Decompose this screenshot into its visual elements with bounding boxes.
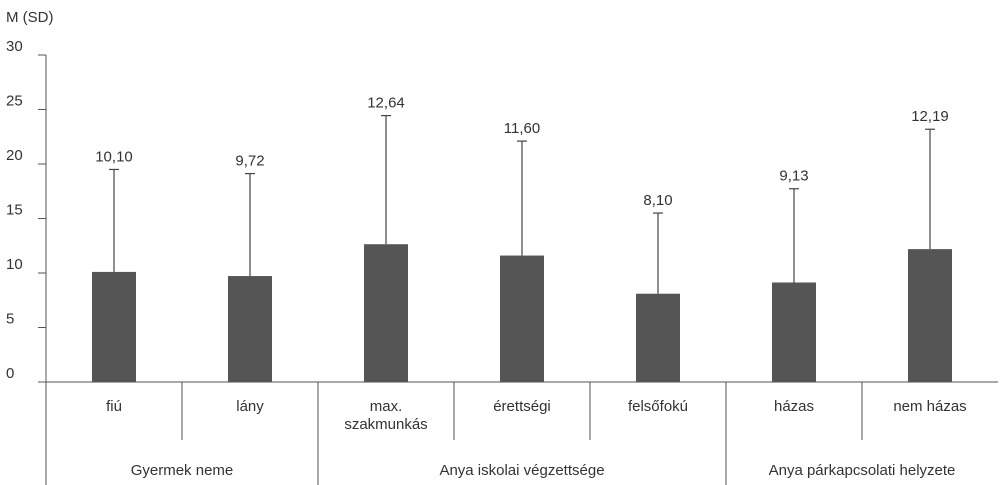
data-label: 12,64 xyxy=(367,95,405,112)
y-tick-label: 25 xyxy=(6,93,23,110)
data-label: 11,60 xyxy=(504,120,540,137)
data-label: 10,10 xyxy=(95,148,133,165)
bar xyxy=(228,276,272,382)
bar xyxy=(92,271,136,382)
x-axis: fiú lány max. szakmunkás érettségi felsőfokú h… xyxy=(45,381,998,485)
data-label: 12,19 xyxy=(911,108,949,125)
category-label: nem házas xyxy=(893,398,966,415)
y-tick-label: 15 xyxy=(6,202,23,219)
y-tick-label: 0 xyxy=(6,365,14,382)
group-label: Gyermek neme xyxy=(131,462,234,479)
category-label: fiú xyxy=(106,398,122,415)
y-tick-label: 20 xyxy=(6,147,23,164)
bar xyxy=(500,255,544,382)
y-tick-label: 10 xyxy=(6,256,23,273)
bar xyxy=(364,244,408,382)
category-label: max. szakmunkás xyxy=(344,398,427,433)
bar xyxy=(636,293,680,382)
data-label: 9,72 xyxy=(235,153,264,170)
category-label: házas xyxy=(774,398,814,415)
bars: 10,10 9,72 12,64 11,60 8,10 9,13 12,19 xyxy=(92,95,952,382)
bar xyxy=(772,282,816,382)
bar xyxy=(908,249,952,382)
y-tick-label: 5 xyxy=(6,311,14,328)
y-tick-label: 30 xyxy=(6,38,23,55)
data-label: 9,13 xyxy=(779,168,808,185)
y-axis: 0 5 10 15 20 25 30 xyxy=(6,38,47,383)
group-label: Anya iskolai végzettsége xyxy=(439,462,604,479)
category-label: felsőfokú xyxy=(628,398,688,415)
data-label: 8,10 xyxy=(643,192,672,209)
y-axis-label: M (SD) xyxy=(6,9,54,26)
category-label: lány xyxy=(236,398,264,415)
category-label: érettségi xyxy=(493,398,551,415)
group-label: Anya párkapcsolati helyzete xyxy=(769,462,956,479)
